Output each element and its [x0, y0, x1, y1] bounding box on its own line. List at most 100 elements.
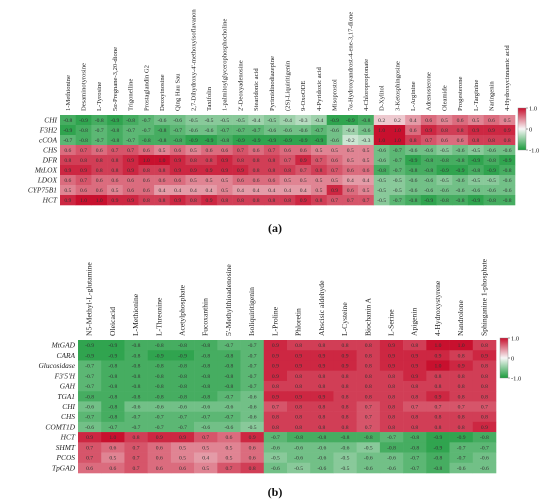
cell-value-label: -0.6	[456, 148, 465, 154]
cell-value-label: -0.8	[201, 374, 210, 380]
heatmap-cell	[358, 185, 375, 196]
cell-value-label: 0.9	[481, 425, 488, 431]
cell-value-label: -0.6	[294, 456, 303, 462]
heatmap-cell	[379, 380, 404, 392]
heatmap-cell	[138, 195, 155, 206]
heatmap-cell	[311, 155, 328, 166]
cell-value-label: 0.9	[221, 158, 228, 164]
heatmap-cell	[154, 165, 171, 176]
heatmap-cell	[138, 175, 155, 186]
cell-value-label: 0.8	[342, 394, 349, 400]
row-label: cCOA	[39, 136, 58, 145]
heatmap-cell	[201, 115, 218, 126]
cell-value-label: -0.8	[434, 466, 443, 472]
cell-value-label: 0.7	[80, 178, 87, 184]
cell-value-label: -0.5	[377, 198, 386, 204]
heatmap-cell	[449, 401, 474, 412]
cell-value-label: -0.6	[271, 466, 280, 472]
cell-value-label: 0.8	[315, 198, 322, 204]
heatmap-cell	[91, 145, 108, 156]
cell-value-label: 0.9	[300, 158, 307, 164]
cell-value-label: 0.7	[365, 425, 372, 431]
cell-value-label: -0.8	[108, 374, 117, 380]
cell-value-label: -0.6	[377, 158, 386, 164]
heatmap-cell	[248, 195, 265, 206]
heatmap-cell	[342, 195, 359, 206]
heatmap-cell	[326, 185, 343, 196]
cell-value-label: 0.6	[249, 456, 256, 462]
cell-value-label: -0.9	[236, 138, 245, 144]
cell-value-label: 0.5	[179, 456, 186, 462]
cell-value-label: 0.9	[458, 364, 465, 370]
heatmap-cell	[194, 340, 218, 351]
heatmap-cell	[185, 145, 202, 156]
heatmap-cell	[333, 370, 357, 382]
heatmap-cell	[287, 340, 311, 351]
cell-value-label: 0.9	[127, 168, 134, 174]
column-label: Apigenin	[410, 308, 419, 336]
cell-value-label: 0.4	[410, 118, 417, 124]
heatmap-cell	[356, 432, 381, 443]
heatmap-cell	[201, 185, 218, 196]
heatmap-cell	[310, 340, 334, 351]
cell-value-label: 0.8	[342, 343, 349, 349]
heatmap-cell	[449, 380, 474, 392]
column-label: 4-Pyridoxic acid	[316, 67, 323, 111]
heatmap-cell	[240, 452, 265, 464]
heatmap-cell	[436, 155, 453, 166]
column-label: D-Xylitol	[379, 85, 386, 111]
cell-value-label: 0.8	[458, 394, 465, 400]
cell-value-label: 0.9	[411, 353, 418, 359]
heatmap-cell	[169, 145, 186, 156]
cell-value-label: -0.5	[393, 178, 402, 184]
heatmap-cell	[124, 340, 148, 351]
cell-value-label: -0.7	[178, 415, 187, 421]
heatmap-cell	[403, 452, 427, 464]
heatmap-cell	[170, 442, 195, 453]
cell-value-label: 0.5	[441, 118, 448, 124]
heatmap-cell	[472, 340, 497, 351]
cell-value-label: -0.5	[440, 178, 449, 184]
cell-value-label: -0.9	[424, 198, 433, 204]
heatmap-cell	[389, 175, 406, 186]
heatmap-cell	[124, 380, 148, 392]
colorbar-tick-label: -1.0	[511, 375, 521, 382]
cell-value-label: 0.8	[472, 138, 479, 144]
heatmap-cell	[75, 185, 92, 196]
heatmap-cell	[420, 195, 437, 206]
cell-value-label: -0.5	[271, 456, 280, 462]
heatmap-cell	[240, 340, 265, 351]
cell-value-label: -0.8	[410, 445, 419, 451]
heatmap-cell	[472, 442, 497, 453]
cell-value-label: -0.8	[225, 384, 234, 390]
cell-value-label: 0.9	[331, 188, 338, 194]
heatmap-cell	[405, 135, 422, 146]
heatmap-cell	[217, 442, 241, 453]
cell-value-label: -0.7	[85, 374, 94, 380]
cell-value-label: 0.5	[190, 178, 197, 184]
heatmap-cell	[91, 135, 108, 146]
heatmap-cell	[124, 411, 148, 423]
cell-value-label: -0.6	[471, 188, 480, 194]
heatmap-cell	[467, 145, 484, 156]
cell-value-label: -0.5	[471, 178, 480, 184]
heatmap-cell	[147, 391, 172, 402]
cell-value-label: 0.8	[388, 384, 395, 390]
heatmap-cell	[185, 175, 202, 186]
cell-value-label: -0.5	[236, 118, 245, 124]
cell-value-label: -0.8	[377, 168, 386, 174]
cell-value-label: 0.8	[441, 128, 448, 134]
cell-value-label: -0.7	[271, 435, 280, 441]
cell-value-label: 0.5	[347, 148, 354, 154]
cell-value-label: -0.5	[393, 188, 402, 194]
cell-value-label: -0.9	[155, 353, 164, 359]
cell-value-label: 0.9	[249, 435, 256, 441]
cell-value-label: 1.0	[434, 364, 441, 370]
heatmap-cell	[194, 370, 218, 382]
cell-value-label: -0.7	[126, 128, 135, 134]
heatmap-cell	[101, 401, 125, 412]
cell-value-label: 0.6	[362, 168, 369, 174]
cell-value-label: 0.7	[133, 456, 140, 462]
cell-value-label: 0.6	[86, 466, 93, 472]
heatmap-cell	[232, 135, 249, 146]
